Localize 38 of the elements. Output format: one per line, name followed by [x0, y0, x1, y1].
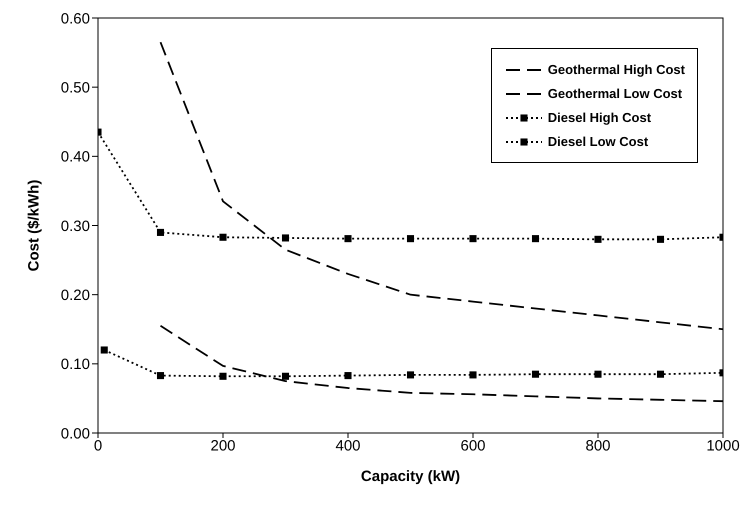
- y-tick-label: 0.00: [60, 425, 90, 442]
- x-tick-label: 800: [585, 438, 611, 455]
- point: [344, 235, 352, 242]
- x-tick-label: 200: [210, 438, 236, 455]
- x-axis-title: Capacity (kW): [360, 468, 460, 485]
- point: [594, 236, 602, 243]
- point: [406, 371, 414, 378]
- legend-label: Geothermal High Cost: [548, 62, 685, 77]
- y-tick-label: 0.50: [60, 79, 90, 96]
- point: [469, 235, 477, 242]
- point: [282, 234, 290, 242]
- point: [156, 228, 164, 236]
- point: [656, 236, 664, 243]
- x-tick-label: 1000: [706, 438, 740, 455]
- point: [594, 370, 602, 378]
- x-tick-label: 400: [335, 438, 361, 455]
- y-tick-label: 0.10: [60, 356, 90, 374]
- point: [219, 372, 227, 380]
- legend-label: Diesel High Cost: [548, 110, 652, 125]
- point: [344, 372, 352, 380]
- point: [656, 370, 664, 378]
- y-tick-label: 0.20: [60, 286, 90, 304]
- legend-label: Diesel Low Cost: [548, 134, 648, 149]
- y-tick-label: 0.40: [60, 148, 90, 166]
- legend-label: Geothermal Low Cost: [548, 86, 682, 101]
- x-tick-label: 600: [460, 438, 486, 455]
- point: [469, 371, 477, 378]
- point: [406, 235, 414, 242]
- y-axis-title: Cost ($/kWh): [25, 180, 42, 272]
- point: [219, 234, 227, 241]
- point: [532, 370, 540, 378]
- point: [532, 235, 540, 242]
- point: [100, 346, 108, 354]
- point: [282, 372, 290, 380]
- y-tick-label: 0.30: [60, 218, 90, 235]
- y-tick-label: 0.60: [60, 10, 90, 28]
- x-tick-label: 0: [94, 438, 102, 455]
- point: [156, 372, 164, 380]
